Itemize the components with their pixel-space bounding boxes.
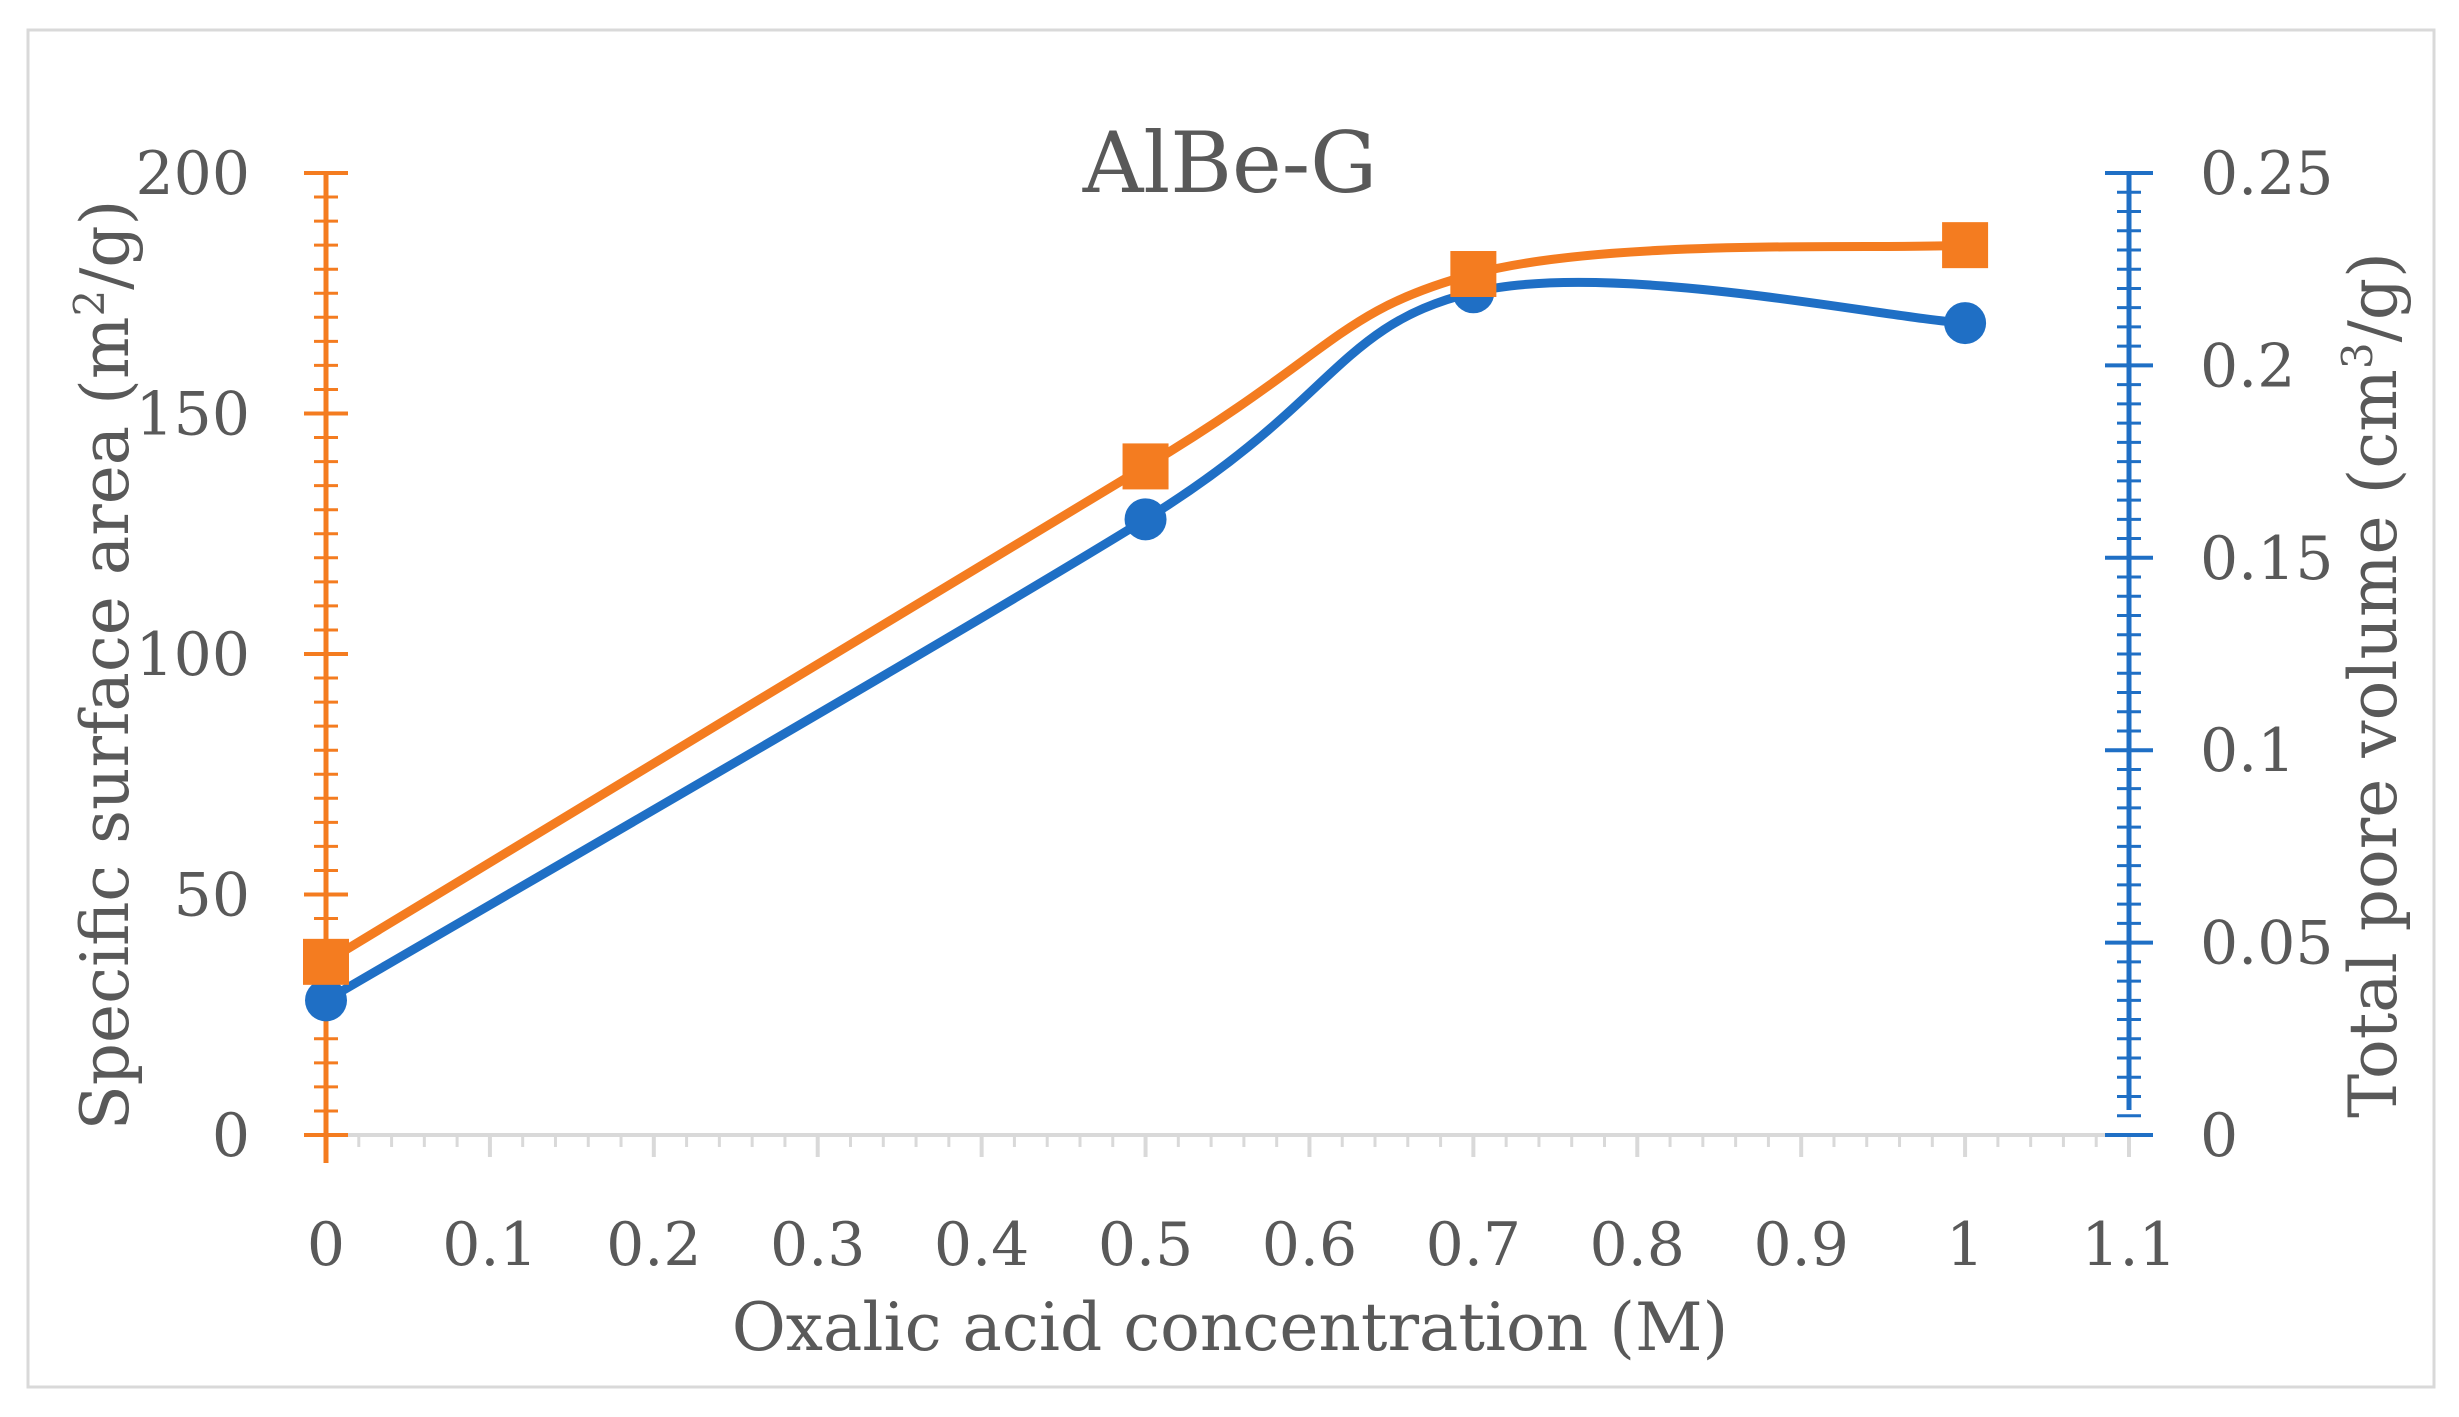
x-tick-label: 0.1 — [442, 1210, 537, 1280]
x-tick-label: 1 — [1946, 1210, 1984, 1280]
left-tick-label: 0 — [212, 1101, 250, 1171]
x-tick-label: 0.3 — [770, 1210, 865, 1280]
left-y-axis: 0 50 100 150 200 — [135, 139, 348, 1171]
x-tick-label: 0.9 — [1753, 1210, 1848, 1280]
x-axis: 0 0.1 0.2 0.3 0.4 0.5 0.6 0.7 0.8 0.9 1 1.1 — [307, 1133, 2177, 1280]
right-y-axis-label: Total pore volume (cm3/g) — [2333, 252, 2413, 1118]
right-tick-label: 0.2 — [2200, 331, 2295, 401]
x-tick-label: 0.7 — [1426, 1210, 1521, 1280]
right-tick-label: 0.1 — [2200, 716, 2295, 786]
left-y-axis-label-sup: 2 — [65, 290, 114, 317]
series-surface-area-line — [323, 240, 1966, 966]
surface-area-point — [303, 938, 349, 985]
right-y-axis-label-tail: /g) — [2335, 252, 2412, 342]
pore-volume-point — [1124, 498, 1167, 541]
right-tick-label: 0 — [2200, 1101, 2238, 1171]
left-tick-label: 150 — [135, 380, 250, 450]
plot-area — [303, 222, 1989, 1022]
chart-border — [26, 28, 2436, 1389]
x-tick-label: 0.6 — [1262, 1210, 1357, 1280]
x-tick-label: 0.8 — [1590, 1210, 1685, 1280]
left-y-axis-label: Specific surface area (m2/g) — [65, 200, 145, 1131]
right-tick-label: 0.05 — [2200, 909, 2334, 979]
left-tick-label: 100 — [135, 620, 250, 690]
x-tick-label: 0.5 — [1098, 1210, 1193, 1280]
surface-area-point — [1942, 222, 1989, 269]
x-tick-label: 1.1 — [2081, 1210, 2176, 1280]
surface-area-point — [1122, 443, 1169, 490]
pore-volume-point — [305, 979, 347, 1022]
right-tick-label: 0.25 — [2200, 139, 2334, 209]
series-pore-volume-line — [323, 277, 1966, 1005]
pore-volume-point — [1944, 302, 1987, 345]
left-tick-label: 200 — [135, 139, 250, 209]
surface-area-point — [1450, 251, 1497, 298]
right-tick-label: 0.15 — [2200, 524, 2334, 594]
left-tick-label: 50 — [174, 861, 250, 931]
left-y-axis-label-tail: /g) — [67, 200, 144, 290]
x-tick-label: 0.2 — [606, 1210, 701, 1280]
chart-title: AlBe-G — [1082, 114, 1377, 212]
x-tick-label: 0.4 — [934, 1210, 1029, 1280]
x-axis-label: Oxalic acid concentration (M) — [732, 1289, 1729, 1366]
x-tick-label: 0 — [307, 1210, 345, 1280]
right-y-axis-label-sup: 3 — [2333, 342, 2382, 369]
right-y-axis: 0 0.05 0.1 0.15 0.2 0.25 — [2105, 139, 2334, 1171]
right-y-axis-label-main: Total pore volume (cm — [2335, 369, 2412, 1118]
left-y-axis-label-main: Specific surface area (m — [67, 317, 144, 1131]
